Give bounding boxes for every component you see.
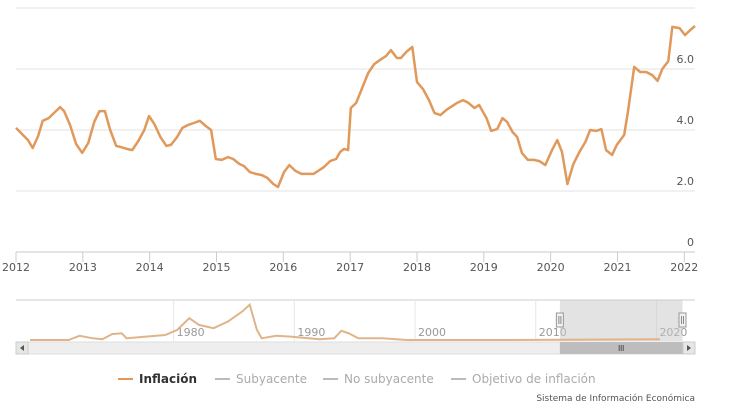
- x-tick-label: 2017: [336, 261, 364, 274]
- x-tick-label: 2020: [537, 261, 565, 274]
- navigator-year-label: 2010: [539, 326, 567, 339]
- legend-item[interactable]: No subyacente: [323, 372, 434, 386]
- x-tick-label: 2022: [670, 261, 698, 274]
- handle-box[interactable]: [555, 312, 564, 328]
- navigator-handle-right[interactable]: [678, 312, 687, 328]
- legend-item[interactable]: Subyacente: [215, 372, 307, 386]
- navigator-year-label: 2000: [418, 326, 446, 339]
- y-tick-label: 4.0: [677, 114, 695, 127]
- x-tick-label: 2015: [202, 261, 230, 274]
- y-tick-label: 6.0: [677, 53, 695, 66]
- x-tick-label: 2014: [136, 261, 164, 274]
- y-tick-label: 0: [687, 236, 694, 249]
- credit-text[interactable]: Sistema de Información Económica: [536, 393, 695, 404]
- navigator-year-label: 1990: [297, 326, 325, 339]
- navigator-handle-left[interactable]: [555, 312, 564, 328]
- navigator-series-line: [30, 302, 661, 341]
- x-tick-label: 2018: [403, 261, 431, 274]
- legend-item[interactable]: Objetivo de inflación: [451, 372, 596, 386]
- navigator-year-label: 1980: [177, 326, 205, 339]
- navigator-selected-range[interactable]: [559, 300, 683, 341]
- x-tick-label: 2019: [470, 261, 498, 274]
- legend-label[interactable]: No subyacente: [344, 372, 434, 386]
- x-tick-label: 2016: [269, 261, 297, 274]
- x-tick-label: 2012: [2, 261, 30, 274]
- x-tick-label: 2013: [69, 261, 97, 274]
- legend-label[interactable]: Inflación: [139, 372, 197, 386]
- legend-item[interactable]: Inflación: [118, 372, 197, 386]
- handle-box[interactable]: [678, 312, 687, 328]
- legend-label[interactable]: Objetivo de inflación: [472, 372, 596, 386]
- series-line-inflacion[interactable]: [15, 25, 696, 189]
- y-tick-label: 2.0: [677, 175, 695, 188]
- arrow-right-icon: [687, 345, 691, 351]
- arrow-left-icon: [20, 345, 24, 351]
- legend-label[interactable]: Subyacente: [236, 372, 307, 386]
- x-tick-label: 2021: [603, 261, 631, 274]
